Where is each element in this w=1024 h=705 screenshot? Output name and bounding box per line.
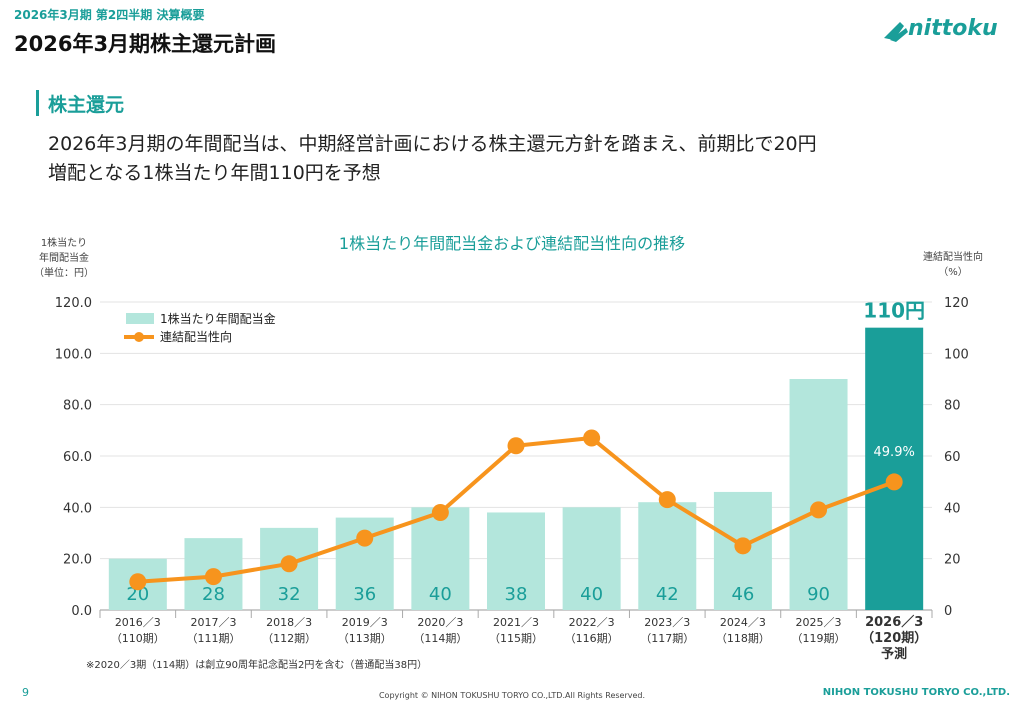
- page-title: 2026年3月期株主還元計画: [14, 32, 277, 56]
- category-label: （120期）: [861, 630, 927, 646]
- description-line-1: 2026年3月期の年間配当は、中期経営計画における株主還元方針を踏まえ、前期比で…: [48, 133, 817, 155]
- category-label: （117期）: [640, 632, 694, 645]
- bar-value-label: 40: [429, 584, 452, 605]
- payout-ratio-point: [507, 437, 525, 455]
- bar-value-label: 36: [353, 584, 376, 605]
- chart-title: 1株当たり年間配当金および連結配当性向の推移: [338, 234, 686, 253]
- payout-ratio-point: [431, 503, 449, 521]
- legend-bar-label: 1株当たり年間配当金: [160, 311, 276, 326]
- payout-ratio-point: [129, 573, 147, 591]
- left-axis-unit-line: 1株当たり: [40, 238, 88, 249]
- category-label: 2023／3: [644, 616, 690, 629]
- category-label: 2020／3: [417, 616, 463, 629]
- bar-value-label: 42: [656, 584, 679, 605]
- category-label: （111期）: [186, 632, 240, 645]
- left-tick-label: 80.0: [63, 399, 92, 414]
- section-title: 株主還元: [48, 94, 125, 116]
- page-number: 9: [22, 686, 29, 699]
- left-tick-label: 100.0: [55, 347, 92, 362]
- legend-bar-swatch: [126, 313, 154, 324]
- category-label: （114期）: [413, 632, 467, 645]
- left-axis-unit-line: （単位：円）: [34, 268, 94, 279]
- right-axis-unit-line: 連結配当性向: [923, 252, 983, 263]
- category-label: （110期）: [111, 632, 165, 645]
- payout-ratio-label: 49.9%: [874, 445, 915, 460]
- category-label: 2024／3: [720, 616, 766, 629]
- right-axis-unit-line: （%）: [938, 267, 968, 278]
- bar-value-label: 110円: [863, 299, 925, 323]
- left-axis-unit-line: 年間配当金: [39, 253, 89, 264]
- logo-text: nittoku: [908, 16, 998, 41]
- bar: [562, 507, 621, 610]
- category-label: 2026／3: [865, 614, 923, 630]
- left-tick-label: 20.0: [63, 553, 92, 568]
- left-axis-unit: 1株当たり 年間配当金 （単位：円）: [14, 236, 114, 281]
- category-label: 2021／3: [493, 616, 539, 629]
- bar-value-label: 32: [278, 584, 301, 605]
- payout-ratio-point: [280, 555, 298, 573]
- bar: [865, 327, 924, 610]
- right-tick-label: 120: [944, 296, 969, 311]
- bar: [789, 379, 848, 610]
- payout-ratio-point: [658, 491, 676, 509]
- bar: [487, 512, 545, 610]
- category-label: （118期）: [716, 632, 770, 645]
- category-label: （119期）: [792, 632, 846, 645]
- bar-value-label: 28: [202, 584, 225, 605]
- right-axis-unit: 連結配当性向 （%）: [898, 250, 1008, 280]
- category-label: （116期）: [565, 632, 619, 645]
- category-label: 2018／3: [266, 616, 312, 629]
- bar: [638, 502, 697, 610]
- category-label: 2025／3: [796, 616, 842, 629]
- category-label: 予測: [881, 646, 907, 662]
- payout-ratio-point: [356, 529, 374, 547]
- left-tick-label: 0.0: [71, 604, 92, 619]
- bar: [411, 507, 470, 610]
- category-label: （112期）: [262, 632, 316, 645]
- category-label: 2016／3: [115, 616, 161, 629]
- section-accent-bar: [36, 90, 39, 116]
- right-tick-label: 60: [944, 450, 961, 465]
- left-tick-label: 120.0: [55, 296, 92, 311]
- bar-value-label: 90: [807, 584, 830, 605]
- right-tick-label: 0: [944, 604, 952, 619]
- payout-ratio-point: [734, 537, 752, 555]
- legend-line-marker: [134, 332, 144, 342]
- description-line-2: 増配となる1株当たり年間110円を予想: [48, 162, 381, 184]
- payout-ratio-point: [583, 429, 601, 447]
- left-tick-label: 60.0: [63, 450, 92, 465]
- bar-value-label: 20: [126, 584, 149, 605]
- right-tick-label: 80: [944, 399, 961, 414]
- category-label: （113期）: [338, 632, 392, 645]
- section-description: 2026年3月期の年間配当は、中期経営計画における株主還元方針を踏まえ、前期比で…: [48, 130, 988, 188]
- category-label: 2022／3: [569, 616, 615, 629]
- category-label: 2017／3: [190, 616, 236, 629]
- legend-line-label: 連結配当性向: [160, 329, 232, 344]
- category-label: 2019／3: [342, 616, 388, 629]
- copyright: Copyright © NIHON TOKUSHU TORYO CO.,LTD.…: [378, 691, 646, 700]
- nittoku-logo-icon: [884, 22, 908, 42]
- company-name: NIHON TOKUSHU TORYO CO.,LTD.: [822, 687, 1010, 698]
- right-tick-label: 100: [944, 347, 969, 362]
- report-label: 2026年3月期 第2四半期 決算概要: [14, 8, 205, 22]
- right-tick-label: 20: [944, 553, 961, 568]
- bar-value-label: 40: [580, 584, 603, 605]
- right-tick-label: 40: [944, 501, 961, 516]
- category-label: （115期）: [489, 632, 543, 645]
- bar-value-label: 38: [505, 584, 528, 605]
- bar-value-label: 46: [731, 584, 754, 605]
- payout-ratio-point: [204, 568, 222, 586]
- footnote: ※2020／3期（114期）は創立90周年記念配当2円を含む（普通配当38円）: [86, 660, 428, 671]
- payout-ratio-point: [885, 473, 903, 491]
- payout-ratio-point: [810, 501, 828, 519]
- left-tick-label: 40.0: [63, 501, 92, 516]
